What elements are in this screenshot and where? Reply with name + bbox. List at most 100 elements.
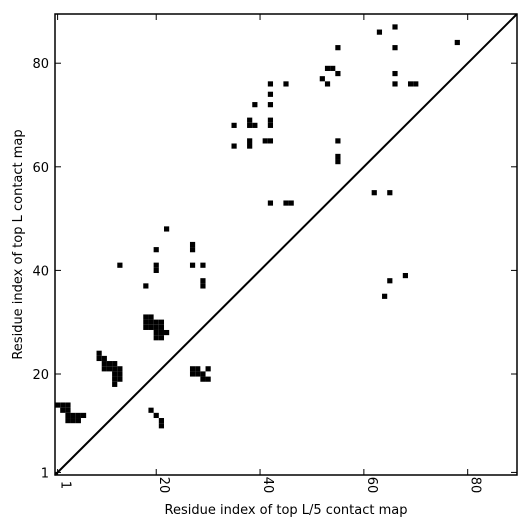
contact-point-top-l	[335, 153, 341, 160]
contact-point-top-l	[247, 122, 253, 128]
contact-point-top-l5	[189, 371, 196, 377]
contact-point-top-l	[319, 76, 325, 82]
contact-point-top-l5	[143, 314, 149, 320]
contact-point-top-l5	[148, 314, 154, 320]
contact-point-top-l5	[70, 412, 76, 419]
contact-point-top-l5	[75, 412, 81, 419]
contact-point-top-l5	[70, 418, 76, 424]
contact-point-top-l5	[382, 293, 388, 299]
contact-point-top-l5	[158, 335, 165, 341]
contact-point-top-l5	[153, 412, 159, 419]
contact-point-top-l5	[75, 418, 81, 424]
contact-point-top-l	[324, 81, 331, 87]
contact-point-top-l5	[148, 407, 154, 413]
x-tick-label: 60	[364, 477, 379, 494]
contact-point-top-l5	[153, 329, 159, 336]
contact-point-top-l5	[153, 267, 159, 273]
contact-point-top-l	[267, 81, 274, 87]
contact-point-top-l	[283, 81, 289, 87]
y-axis-label: Residue index of top L contact map	[11, 129, 26, 359]
contact-point-top-l	[262, 138, 268, 144]
contact-point-top-l	[376, 29, 383, 35]
contact-point-top-l	[267, 91, 274, 97]
contact-point-top-l5	[143, 319, 149, 325]
contact-point-top-l5	[387, 278, 393, 284]
y-tick-label: 60	[32, 161, 49, 176]
contact-point-top-l5	[158, 329, 165, 336]
contact-point-top-l	[330, 65, 336, 71]
y-tick-label: 1	[41, 466, 49, 481]
contact-point-top-l	[407, 81, 414, 87]
contact-point-top-l	[335, 70, 341, 77]
contact-point-top-l5	[112, 376, 118, 382]
contact-point-top-l5	[200, 278, 206, 284]
contact-point-top-l	[283, 200, 289, 206]
contact-point-top-l5	[153, 335, 159, 341]
contact-point-top-l	[267, 122, 274, 128]
contact-point-top-l5	[195, 371, 201, 377]
x-tick-label: 80	[468, 477, 483, 494]
contact-point-top-l	[247, 138, 253, 144]
contact-point-top-l	[267, 117, 274, 123]
contact-point-top-l5	[153, 319, 159, 325]
contact-point-top-l5	[195, 366, 201, 372]
contact-point-top-l	[231, 143, 237, 149]
y-tick-label: 40	[32, 264, 49, 279]
contact-point-top-l5	[96, 350, 102, 356]
contact-point-top-l5	[112, 366, 118, 372]
contact-point-top-l5	[96, 355, 102, 362]
diagonal-line	[54, 13, 518, 476]
contact-point-top-l	[392, 45, 398, 51]
contact-point-top-l5	[101, 355, 107, 362]
x-axis-label: Residue index of top L/5 contact map	[165, 503, 408, 518]
contact-point-top-l5	[65, 407, 71, 413]
contact-point-top-l5	[205, 366, 211, 372]
contact-point-top-l	[454, 39, 460, 46]
contact-point-top-l5	[117, 262, 123, 268]
contact-point-top-l	[231, 122, 237, 128]
contact-point-top-l	[387, 190, 393, 196]
contact-point-top-l5	[65, 402, 71, 408]
contact-point-top-l	[371, 190, 377, 196]
contact-point-top-l5	[153, 247, 159, 253]
contact-point-top-l5	[80, 412, 87, 419]
contact-point-top-l5	[153, 324, 159, 330]
contact-point-top-l5	[200, 376, 206, 382]
contact-point-top-l5	[101, 366, 107, 372]
contact-point-top-l	[413, 81, 419, 87]
contact-point-top-l5	[189, 241, 196, 248]
axis-ticks: 1 20 40 60 80 1 20 40 60 80	[32, 14, 517, 493]
contact-point-top-l5	[164, 226, 170, 232]
contact-point-top-l	[392, 70, 398, 77]
contact-point-top-l5	[148, 319, 154, 325]
x-tick-label: 20	[156, 477, 171, 494]
contact-point-top-l5	[55, 402, 61, 408]
contact-point-top-l5	[200, 371, 206, 377]
contact-point-top-l5	[106, 361, 113, 367]
contact-point-top-l	[247, 143, 253, 149]
contact-point-top-l	[247, 117, 253, 123]
contact-point-top-l5	[200, 262, 206, 268]
contact-point-top-l5	[189, 247, 196, 253]
contact-point-top-l	[288, 200, 294, 206]
contact-point-top-l5	[153, 262, 159, 268]
contact-point-top-l5	[101, 361, 107, 367]
contact-point-top-l5	[65, 412, 71, 419]
contact-point-top-l	[335, 159, 341, 165]
x-tick-label: 1	[58, 481, 73, 489]
contact-point-top-l5	[158, 319, 165, 325]
contact-point-top-l	[252, 102, 258, 108]
contact-point-top-l5	[158, 324, 165, 330]
contact-point-top-l	[335, 45, 341, 51]
contact-point-top-l5	[158, 423, 165, 429]
contact-point-top-l5	[112, 381, 118, 387]
contact-point-top-l5	[106, 366, 113, 372]
contact-point-top-l	[392, 24, 398, 30]
contact-point-top-l5	[189, 366, 196, 372]
contact-point-top-l5	[117, 366, 123, 372]
contact-point-top-l	[335, 138, 341, 144]
contact-point-top-l	[392, 81, 398, 87]
contact-points	[55, 24, 460, 429]
contact-point-top-l5	[200, 283, 206, 289]
contact-point-top-l5	[117, 371, 123, 377]
